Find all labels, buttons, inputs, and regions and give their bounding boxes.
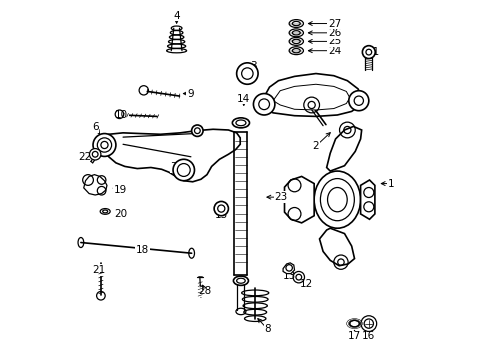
Polygon shape (261, 73, 361, 116)
Text: 4: 4 (173, 11, 180, 21)
Text: 15: 15 (214, 210, 227, 220)
Text: 24: 24 (327, 46, 341, 56)
Text: 7: 7 (170, 162, 177, 172)
Text: 25: 25 (327, 36, 341, 46)
Text: 2: 2 (312, 141, 319, 151)
Text: 26: 26 (327, 28, 341, 38)
Circle shape (362, 46, 374, 59)
Text: 23: 23 (274, 192, 287, 202)
Circle shape (214, 202, 228, 216)
Polygon shape (102, 129, 240, 182)
Polygon shape (283, 263, 294, 274)
Polygon shape (326, 126, 361, 171)
Text: 20: 20 (115, 209, 127, 219)
Text: 22: 22 (78, 152, 91, 162)
Polygon shape (284, 176, 313, 223)
Text: 9: 9 (186, 89, 193, 99)
Polygon shape (360, 180, 374, 219)
Polygon shape (319, 228, 354, 266)
Text: 28: 28 (198, 287, 211, 296)
Circle shape (253, 94, 274, 115)
Polygon shape (83, 175, 107, 195)
Ellipse shape (313, 171, 360, 228)
Ellipse shape (233, 276, 248, 285)
Text: 12: 12 (299, 279, 312, 289)
Text: 27: 27 (327, 18, 341, 28)
Circle shape (173, 159, 194, 181)
Circle shape (360, 316, 376, 332)
Text: 6: 6 (92, 122, 98, 132)
Text: 8: 8 (264, 324, 270, 334)
Circle shape (93, 134, 116, 157)
Circle shape (191, 125, 203, 136)
Circle shape (348, 91, 368, 111)
Text: 16: 16 (362, 332, 375, 342)
Text: 1: 1 (387, 179, 393, 189)
Text: 14: 14 (237, 94, 250, 104)
Text: 18: 18 (136, 245, 149, 255)
Text: 5: 5 (194, 126, 200, 136)
Ellipse shape (232, 118, 249, 128)
Polygon shape (272, 84, 349, 110)
Text: 21: 21 (92, 265, 105, 275)
Text: 17: 17 (347, 332, 361, 342)
Text: 11: 11 (366, 47, 380, 57)
Text: 10: 10 (115, 110, 127, 120)
Text: 13: 13 (282, 271, 295, 281)
Text: 19: 19 (113, 185, 126, 195)
Circle shape (89, 149, 101, 160)
Text: 3: 3 (249, 61, 256, 71)
Circle shape (236, 63, 258, 84)
